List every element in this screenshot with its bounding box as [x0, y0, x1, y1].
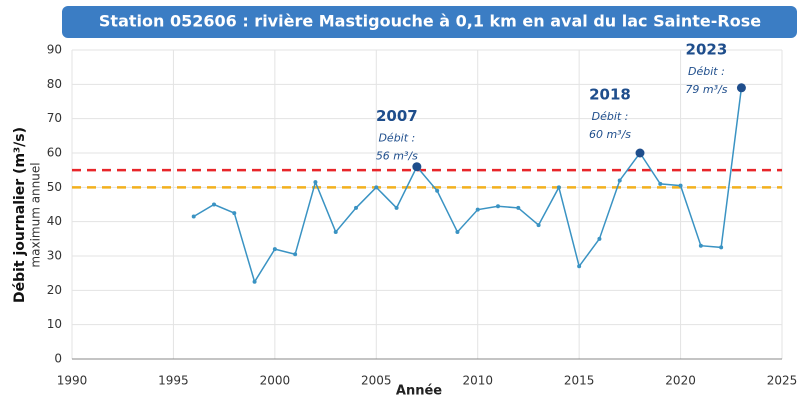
annotation-title: 2023	[686, 40, 728, 58]
y-tick-label: 40	[47, 214, 62, 228]
data-point	[617, 178, 622, 183]
data-point	[272, 247, 277, 252]
x-tick-label: 2015	[564, 374, 595, 388]
x-tick-label: 2020	[665, 374, 696, 388]
y-axis-label: Débit journalier (m³/s)	[12, 127, 28, 303]
data-point	[496, 204, 500, 209]
y-tick-label: 70	[47, 111, 62, 125]
data-line	[193, 87, 743, 284]
y-tick-label: 0	[54, 352, 62, 366]
data-point	[678, 183, 683, 188]
data-point	[394, 205, 399, 210]
title-banner	[62, 6, 797, 38]
data-point	[698, 243, 703, 248]
data-point	[412, 162, 422, 172]
data-point	[719, 245, 724, 250]
data-point	[475, 207, 480, 212]
x-tick-label: 1990	[57, 374, 88, 388]
y-tick-label: 80	[47, 77, 62, 91]
data-point	[293, 252, 298, 257]
data-point	[635, 148, 645, 158]
data-point	[536, 223, 541, 228]
y-tick-label: 60	[47, 146, 62, 160]
data-point	[252, 279, 257, 284]
data-point	[455, 229, 460, 234]
data-point	[212, 202, 216, 207]
annotation-value: 56 m³/s	[376, 150, 418, 163]
x-axis-label: Année	[396, 384, 442, 399]
data-point	[333, 229, 338, 234]
annotation-title: 2007	[376, 107, 418, 125]
data-point	[191, 214, 196, 219]
data-point	[516, 205, 521, 210]
data-point	[313, 180, 318, 185]
y-tick-label: 10	[47, 317, 62, 331]
y-axis-sublabel: maximum annuel	[29, 162, 43, 267]
data-point	[435, 188, 440, 193]
annotation-value: 79 m³/s	[685, 83, 727, 96]
data-point	[597, 236, 602, 241]
annotation-text: Débit :	[688, 65, 725, 78]
x-tick-label: 2010	[462, 374, 493, 388]
data-point	[736, 83, 746, 93]
y-tick-label: 20	[47, 283, 62, 297]
y-tick-label: 30	[47, 249, 62, 263]
chart-title: Station 052606 : rivière Mastigouche à 0…	[99, 12, 761, 31]
data-point	[658, 181, 663, 186]
x-tick-label: 2025	[767, 374, 798, 388]
y-tick-label: 50	[47, 180, 62, 194]
x-tick-label: 1995	[158, 374, 189, 388]
data-point	[556, 185, 561, 190]
annotation-title: 2018	[589, 86, 631, 104]
data-point	[232, 211, 237, 216]
y-tick-label: 90	[47, 43, 62, 57]
data-point	[577, 264, 582, 269]
data-point	[374, 185, 379, 190]
data-point	[354, 205, 358, 210]
annotation-text: Débit :	[378, 132, 415, 145]
x-tick-label: 2005	[361, 374, 392, 388]
annotation-value: 60 m³/s	[589, 128, 631, 141]
annotation-text: Débit :	[592, 110, 629, 123]
x-tick-label: 2000	[260, 374, 291, 388]
